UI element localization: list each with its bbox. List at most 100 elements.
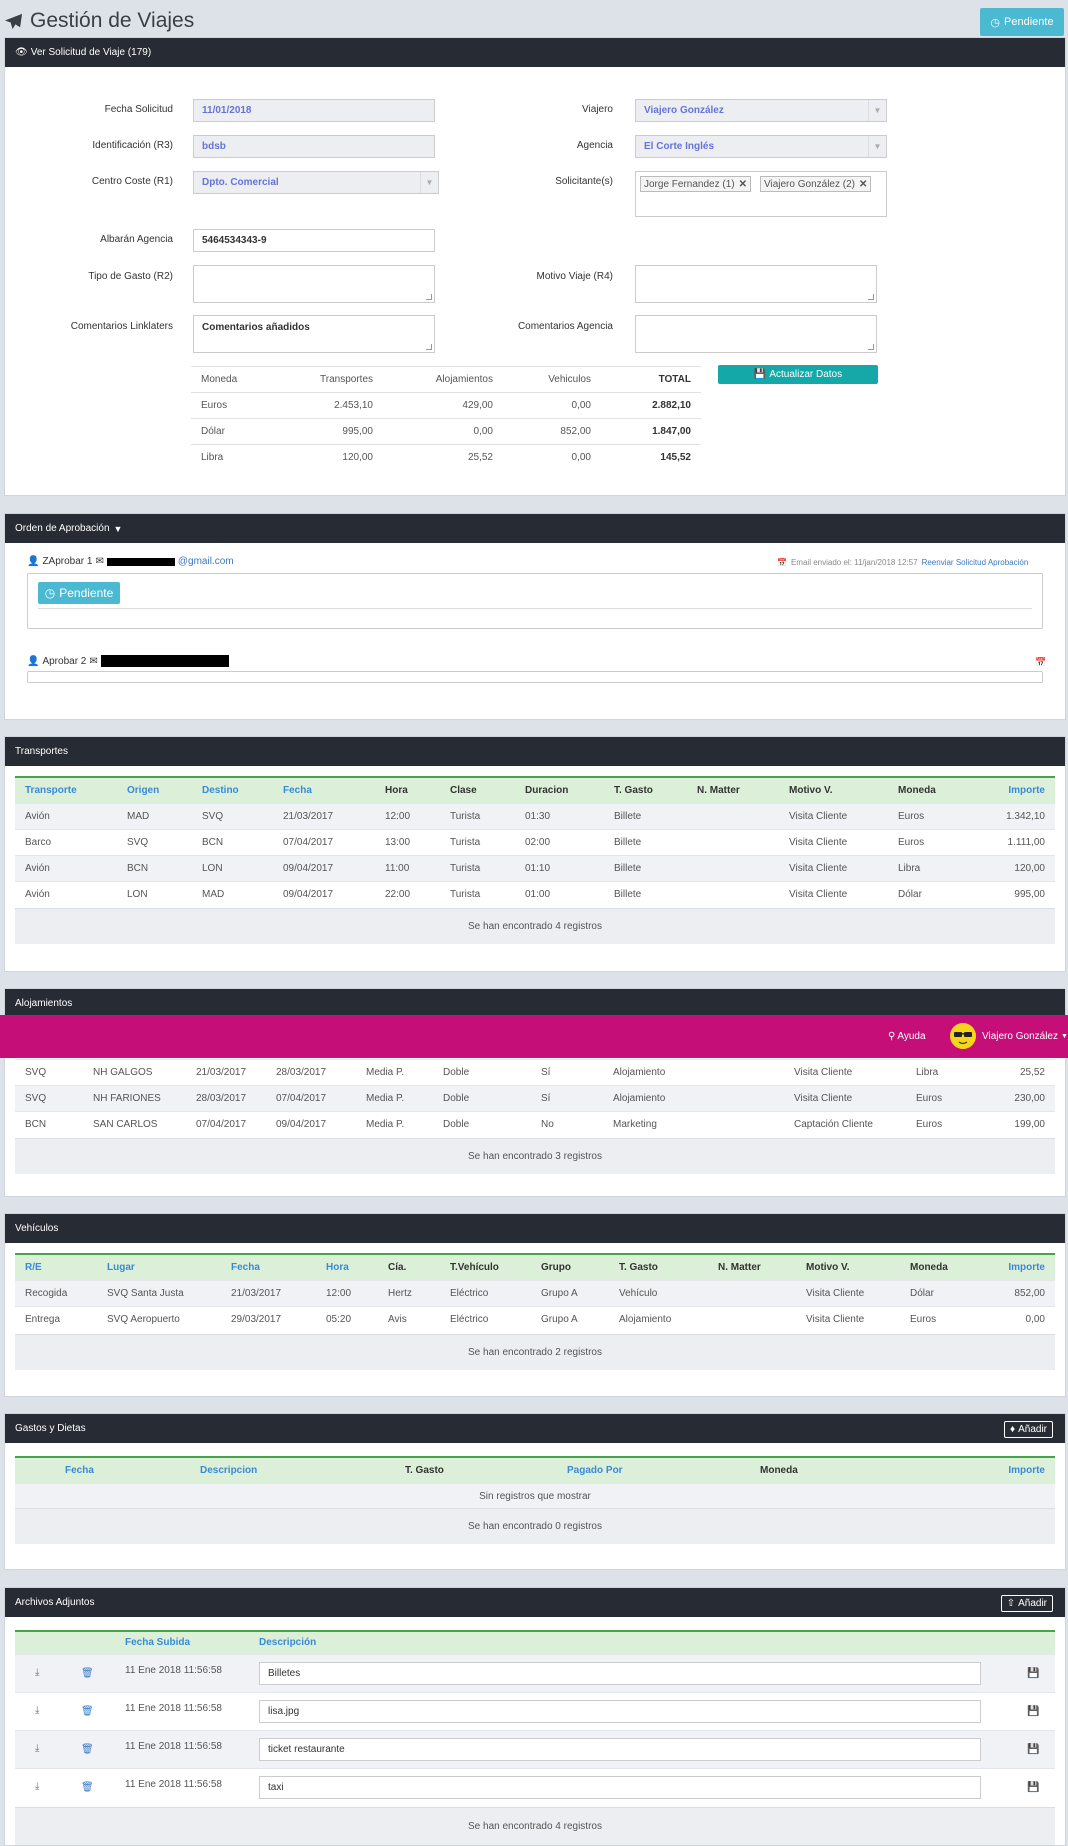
coment-lnk-textarea[interactable]: Comentarios añadidos: [193, 315, 435, 353]
ident-field[interactable]: bdsb: [193, 135, 435, 158]
motivo-textarea[interactable]: [635, 265, 877, 303]
description-input[interactable]: taxi: [259, 1776, 981, 1799]
table-cell: Visita Cliente: [779, 854, 888, 881]
trash-icon[interactable]: 🗑: [81, 1668, 94, 1679]
column-header[interactable]: Importe: [988, 1253, 1055, 1280]
table-row[interactable]: SVQ NH GALGOS 21/03/2017 28/03/2017 Media P.…: [15, 1059, 1055, 1086]
table-row[interactable]: SVQ NH FARIONES 28/03/2017 07/04/2017 Media …: [15, 1085, 1055, 1112]
solicitante-tag-1[interactable]: Jorge Fernandez (1) ✕: [640, 176, 751, 192]
description-input[interactable]: lisa.jpg: [259, 1700, 981, 1723]
table-cell: BCN: [15, 1111, 83, 1138]
approver-1-status[interactable]: ◷ Pendiente: [38, 582, 120, 604]
column-header[interactable]: Fecha Subida: [125, 1637, 191, 1648]
approver-1-email-suffix[interactable]: @gmail.com: [177, 556, 234, 567]
table-row[interactable]: Barco SVQ BCN 07/04/2017 13:00 Turista 02:00 Bi…: [15, 828, 1055, 855]
aprobacion-header[interactable]: Orden de Aprobación ▼: [5, 514, 1065, 543]
solicitantes-multiselect[interactable]: Jorge Fernandez (1) ✕ Viajero González (2…: [635, 171, 887, 217]
remove-icon[interactable]: ✕: [858, 178, 868, 190]
coment-ag-textarea[interactable]: [635, 315, 877, 353]
update-button[interactable]: 💾 Actualizar Datos: [718, 365, 878, 384]
column-header[interactable]: Destino: [192, 776, 273, 803]
resize-grip-icon[interactable]: [868, 294, 874, 300]
currency-cell: 0,00: [503, 444, 601, 471]
albaran-input[interactable]: 5464534343-9: [193, 229, 435, 252]
column-header: Grupo: [531, 1253, 609, 1280]
solicitante-2-text: Viajero González (2): [764, 178, 855, 190]
table-cell: Captación Cliente: [784, 1111, 906, 1138]
add-adjunto-button[interactable]: ⇧ Añadir: [1000, 1595, 1053, 1612]
column-header[interactable]: Importe: [910, 1456, 1055, 1483]
trash-icon[interactable]: 🗑: [81, 1706, 94, 1717]
save-icon[interactable]: 💾: [1027, 1782, 1040, 1793]
table-row[interactable]: Avión BCN LON 09/04/2017 11:00 Turista 01:10 Bi…: [15, 854, 1055, 881]
table-cell: Turista: [440, 854, 515, 881]
centro-select[interactable]: Dpto. Comercial ▼: [193, 171, 439, 194]
column-header: Hora: [375, 776, 440, 803]
resize-grip-icon[interactable]: [426, 294, 432, 300]
tipo-label: Tipo de Gasto (R2): [88, 271, 173, 282]
table-cell: 05:20: [316, 1305, 378, 1332]
help-link[interactable]: ⚲ Ayuda: [888, 1031, 926, 1042]
table-row[interactable]: Recogida SVQ Santa Justa 21/03/2017 12:00 He…: [15, 1279, 1055, 1306]
gastos-header-title: Gastos y Dietas: [15, 1423, 86, 1434]
agencia-select[interactable]: El Corte Inglés ▼: [635, 135, 887, 158]
description-value: lisa.jpg: [268, 1706, 300, 1717]
albaran-value: 5464534343-9: [202, 235, 267, 246]
save-icon[interactable]: 💾: [1027, 1744, 1040, 1755]
gastos-panel: Gastos y Dietas ♦ Añadir Fecha Descripcio…: [4, 1413, 1066, 1570]
coment-lnk-label: Comentarios Linklaters: [70, 321, 173, 332]
column-header[interactable]: Hora: [316, 1253, 378, 1280]
column-header[interactable]: Fecha: [15, 1456, 190, 1483]
table-row[interactable]: Avión MAD SVQ 21/03/2017 12:00 Turista 01:30 Bi…: [15, 802, 1055, 829]
column-header[interactable]: Importe: [973, 776, 1055, 803]
viajero-select[interactable]: Viajero González ▼: [635, 99, 887, 122]
column-header[interactable]: Pagado Por: [557, 1456, 750, 1483]
column-header[interactable]: R/E: [15, 1253, 97, 1280]
column-header[interactable]: Descripción: [259, 1637, 317, 1648]
trash-icon[interactable]: 🗑: [81, 1744, 94, 1755]
resend-link[interactable]: Reenviar Solicitud Aprobación: [921, 558, 1029, 567]
column-header[interactable]: Transporte: [15, 776, 117, 803]
avatar[interactable]: [950, 1023, 976, 1049]
currency-header: Vehiculos: [503, 366, 601, 393]
column-header: Clase: [440, 776, 515, 803]
column-header[interactable]: Fecha: [273, 776, 375, 803]
currency-cell: 1.847,00: [601, 418, 701, 445]
tipo-textarea[interactable]: [193, 265, 435, 303]
table-row[interactable]: Entrega SVQ Aeropuerto 29/03/2017 05:20 Avis…: [15, 1305, 1055, 1332]
column-header: N. Matter: [708, 1253, 796, 1280]
download-icon[interactable]: ⤓: [35, 1667, 40, 1678]
download-icon[interactable]: ⤓: [35, 1743, 40, 1754]
save-icon[interactable]: 💾: [1027, 1668, 1040, 1679]
clock-icon: ◷: [990, 16, 1001, 29]
table-cell: Billete: [604, 802, 687, 829]
table-row[interactable]: Avión LON MAD 09/04/2017 22:00 Turista 01:00 Bi…: [15, 880, 1055, 907]
table-cell: Eléctrico: [440, 1279, 531, 1306]
description-input[interactable]: ticket restaurante: [259, 1738, 981, 1761]
user-menu[interactable]: Viajero González ▼: [982, 1031, 1068, 1042]
table-cell: Entrega: [15, 1305, 97, 1332]
eye-icon: 👁: [15, 47, 28, 58]
table-cell: Barco: [15, 828, 117, 855]
column-header[interactable]: Descripcion: [190, 1456, 395, 1483]
remove-icon[interactable]: ✕: [738, 178, 747, 190]
download-icon[interactable]: ⤓: [35, 1781, 40, 1792]
solicitante-tag-2[interactable]: Viajero González (2) ✕: [760, 176, 872, 192]
currency-cell: 0,00: [503, 392, 601, 419]
fecha-field[interactable]: 11/01/2018: [193, 99, 435, 122]
resize-grip-icon[interactable]: [868, 344, 874, 350]
table-cell: Euros: [906, 1085, 986, 1112]
column-header[interactable]: Origen: [117, 776, 192, 803]
table-row[interactable]: BCN SAN CARLOS 07/04/2017 09/04/2017 Media P…: [15, 1111, 1055, 1138]
save-icon[interactable]: 💾: [1027, 1706, 1040, 1717]
aprobacion-panel: Orden de Aprobación ▼ 👤 ZAprobar 1 ✉ @gm…: [4, 513, 1066, 720]
trash-icon[interactable]: 🗑: [81, 1782, 94, 1793]
resize-grip-icon[interactable]: [426, 344, 432, 350]
currency-table: Moneda Transportes Alojamientos Vehiculo…: [191, 366, 701, 471]
column-header[interactable]: Lugar: [97, 1253, 221, 1280]
column-header[interactable]: Fecha: [221, 1253, 316, 1280]
status-button[interactable]: ◷ Pendiente: [980, 8, 1064, 36]
description-input[interactable]: Billetes: [259, 1662, 981, 1685]
download-icon[interactable]: ⤓: [35, 1705, 40, 1716]
add-gasto-button[interactable]: ♦ Añadir: [1003, 1421, 1053, 1438]
